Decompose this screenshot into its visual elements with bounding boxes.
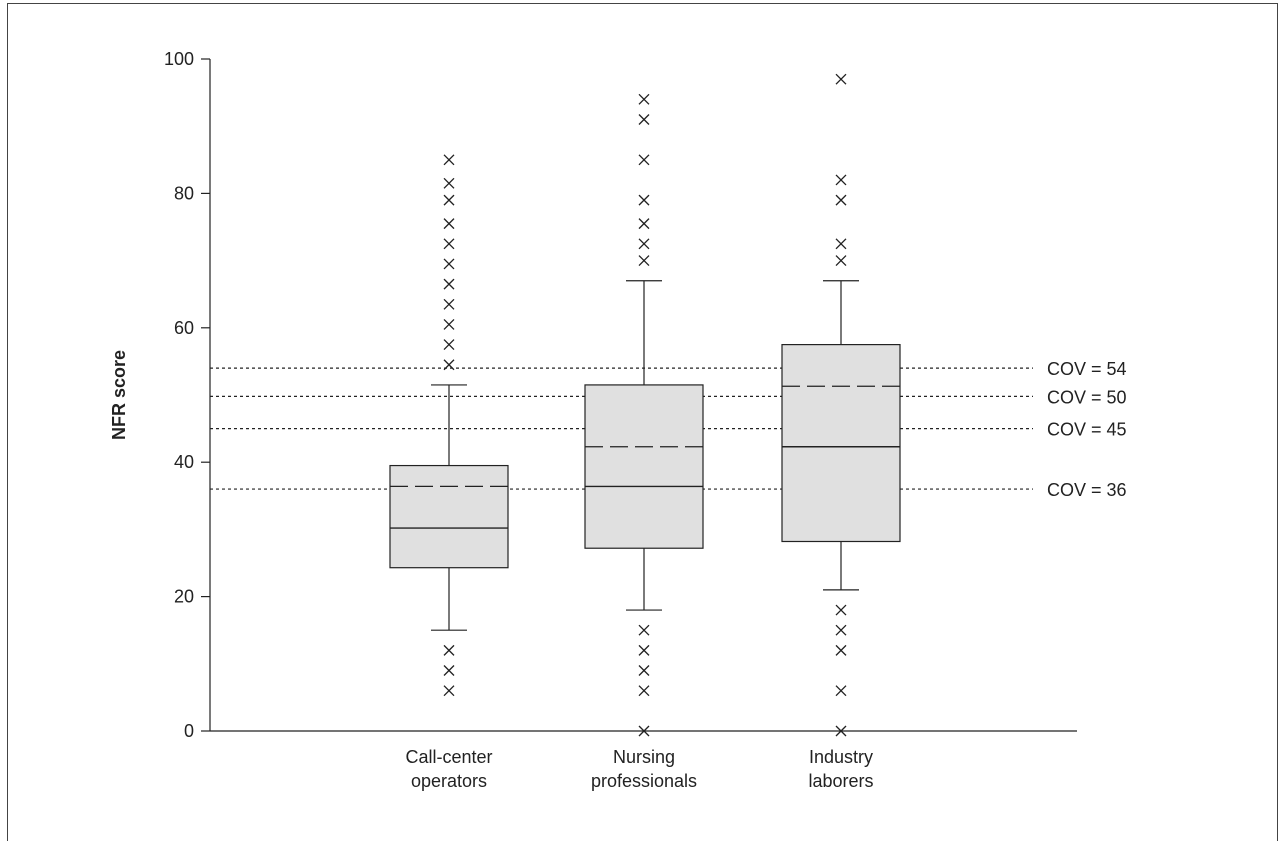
outlier-stroke xyxy=(835,725,847,737)
outlier-marker xyxy=(443,154,455,166)
outlier-stroke xyxy=(638,665,650,676)
outlier-stroke xyxy=(443,194,455,206)
outlier-stroke xyxy=(835,255,847,267)
outlier-marker xyxy=(638,644,650,656)
outlier-stroke xyxy=(638,725,650,737)
cov-label: COV = 50 xyxy=(1047,387,1127,407)
outlier-marker xyxy=(638,218,650,230)
y-tick-label: 20 xyxy=(174,587,194,607)
outlier-stroke xyxy=(638,114,650,125)
outlier-marker xyxy=(638,725,650,737)
outlier-marker xyxy=(638,685,650,697)
cov-label: COV = 36 xyxy=(1047,480,1127,500)
outlier-stroke xyxy=(443,685,455,697)
outlier-stroke xyxy=(638,624,650,636)
outlier-marker xyxy=(443,339,455,351)
outlier-marker xyxy=(443,644,455,656)
outlier-marker xyxy=(638,665,650,676)
outlier-marker xyxy=(835,238,847,250)
outlier-stroke xyxy=(638,255,650,267)
iqr-box xyxy=(781,344,901,543)
outlier-stroke xyxy=(443,218,455,230)
outlier-stroke xyxy=(443,644,455,656)
outlier-marker xyxy=(443,665,455,676)
figure-frame xyxy=(7,3,1278,841)
outlier-marker xyxy=(638,93,650,105)
outlier-marker xyxy=(638,194,650,206)
outlier-stroke xyxy=(638,644,650,656)
cov-label: COV = 45 xyxy=(1047,420,1127,440)
outlier-marker xyxy=(443,298,455,310)
iqr-box xyxy=(584,384,704,549)
y-tick-label: 0 xyxy=(184,721,194,741)
outlier-marker xyxy=(835,194,847,206)
iqr-box xyxy=(389,464,509,569)
outlier-marker xyxy=(835,174,847,186)
outlier-stroke xyxy=(835,624,847,636)
outlier-stroke xyxy=(835,73,847,85)
outlier-marker xyxy=(835,73,847,85)
box-group xyxy=(584,93,704,737)
outlier-marker xyxy=(443,258,455,270)
category-label: laborers xyxy=(808,771,873,791)
outlier-stroke xyxy=(835,604,847,616)
outlier-stroke xyxy=(835,238,847,250)
outlier-stroke xyxy=(835,174,847,186)
outlier-stroke xyxy=(443,238,455,250)
outlier-marker xyxy=(638,154,650,166)
outlier-stroke xyxy=(835,644,847,656)
y-tick-label: 40 xyxy=(174,452,194,472)
outlier-stroke xyxy=(443,359,455,371)
outlier-stroke xyxy=(638,685,650,697)
outlier-stroke xyxy=(443,298,455,310)
outlier-stroke xyxy=(443,258,455,270)
outlier-stroke xyxy=(638,218,650,230)
outlier-marker xyxy=(835,685,847,697)
outlier-stroke xyxy=(638,93,650,105)
outlier-stroke xyxy=(835,194,847,206)
outlier-stroke xyxy=(835,685,847,697)
y-tick-label: 60 xyxy=(174,318,194,338)
outlier-stroke xyxy=(638,238,650,250)
outlier-marker xyxy=(638,624,650,636)
y-tick-label: 80 xyxy=(174,183,194,203)
box-group xyxy=(781,73,901,737)
outlier-stroke xyxy=(638,194,650,206)
outlier-marker xyxy=(835,725,847,737)
outlier-stroke xyxy=(443,278,455,290)
outlier-marker xyxy=(443,318,455,330)
category-label: operators xyxy=(411,771,487,791)
category-label: Nursing xyxy=(613,747,675,767)
box-group xyxy=(389,154,509,697)
outlier-marker xyxy=(443,685,455,697)
category-label: Industry xyxy=(809,747,873,767)
outlier-stroke xyxy=(638,154,650,166)
outlier-marker xyxy=(835,604,847,616)
cov-label: COV = 54 xyxy=(1047,359,1127,379)
outlier-marker xyxy=(638,255,650,267)
y-axis-title: NFR score xyxy=(109,350,129,440)
outlier-marker xyxy=(638,114,650,125)
outlier-marker xyxy=(443,177,455,189)
outlier-marker xyxy=(443,194,455,206)
outlier-marker xyxy=(443,278,455,290)
outlier-marker xyxy=(835,624,847,636)
outlier-stroke xyxy=(443,339,455,351)
y-tick-label: 100 xyxy=(164,49,194,69)
outlier-stroke xyxy=(443,177,455,189)
category-label: professionals xyxy=(591,771,697,791)
outlier-stroke xyxy=(443,665,455,676)
outlier-marker xyxy=(443,218,455,230)
outlier-marker xyxy=(835,644,847,656)
outlier-stroke xyxy=(443,154,455,166)
outlier-marker xyxy=(443,359,455,371)
outlier-stroke xyxy=(443,318,455,330)
outlier-marker xyxy=(638,238,650,250)
outlier-marker xyxy=(835,255,847,267)
outlier-marker xyxy=(443,238,455,250)
category-label: Call-center xyxy=(405,747,492,767)
